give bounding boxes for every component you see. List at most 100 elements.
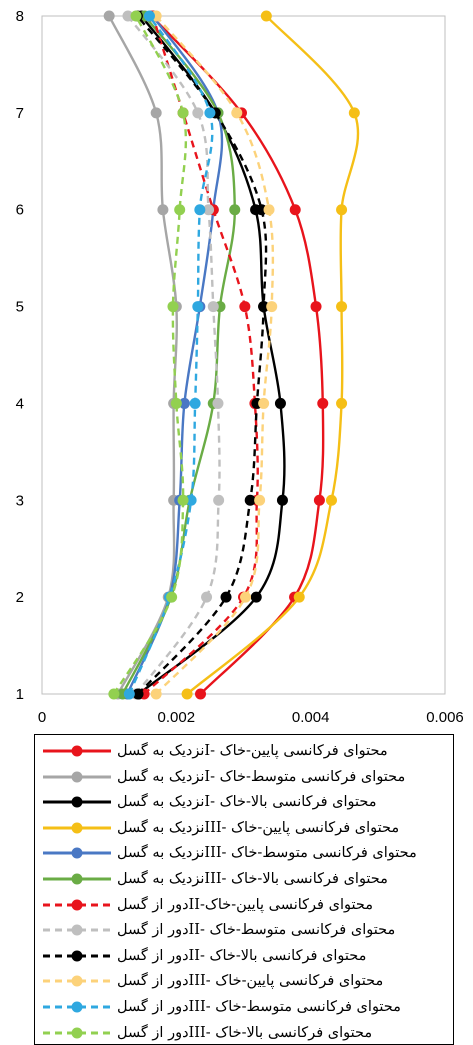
- y-tick-label: 8: [16, 8, 24, 25]
- x-tick-label: 0.006: [426, 709, 464, 726]
- legend-label: محتوای فرکانسی بالا-خاک -Iنزدیک به گسل: [117, 794, 377, 811]
- x-tick-label: 0: [38, 709, 46, 726]
- data-point: [348, 107, 360, 119]
- series-lines: [103, 10, 360, 700]
- legend-item: محتوای فرکانسی پایین-خاک -IIIدور از گسل: [41, 969, 449, 993]
- legend-swatch: [43, 924, 111, 936]
- data-point: [177, 494, 189, 506]
- data-point: [310, 301, 322, 313]
- legend-swatch: [43, 822, 111, 834]
- tick-labels: 0 0.002 0.004 0.006 1 2 3 4 5 6 7 8: [16, 8, 464, 726]
- legend-label: محتوای فرکانسی پایین-خاک -IIIدور از گسل: [117, 973, 384, 990]
- data-point: [276, 494, 288, 506]
- legend-label: محتوای فرکانسی متوسط-خاک -Iنزدیک به گسل: [117, 768, 406, 785]
- data-point: [150, 107, 162, 119]
- data-point: [229, 204, 241, 216]
- legend-item: محتوای فرکانسی بالا-خاک -IIIنزدیک به گسل: [41, 867, 449, 891]
- legend-item: محتوای فرکانسی متوسط-خاک -IIIنزدیک به گس…: [41, 841, 449, 865]
- data-point: [250, 591, 262, 603]
- series-4: [181, 10, 360, 700]
- series-12: [108, 10, 189, 700]
- data-point: [239, 301, 251, 313]
- data-point: [177, 107, 189, 119]
- data-point: [108, 688, 120, 700]
- legend-item: محتوای فرکانسی بالا-خاک -Iنزدیک به گسل: [41, 790, 449, 814]
- legend-swatch: [43, 796, 111, 808]
- data-point: [143, 10, 155, 22]
- legend-swatch: [43, 771, 111, 783]
- legend-label: محتوای فرکانسی بالا-خاک -IIIدور از گسل: [117, 1024, 373, 1041]
- profile-chart: 0 0.002 0.004 0.006 1 2 3 4 5 6 7 8: [16, 8, 464, 726]
- legend-swatch: [43, 873, 111, 885]
- data-point: [317, 397, 329, 409]
- legend-swatch: [43, 745, 111, 757]
- data-point: [178, 397, 190, 409]
- legend-item: محتوای فرکانسی پایین-خاک -Iنزدیک به گسل: [41, 739, 449, 763]
- data-point: [220, 591, 232, 603]
- data-point: [266, 301, 278, 313]
- legend-label: محتوای فرکانسی متوسط-خاک -IIIنزدیک به گس…: [117, 845, 417, 862]
- data-point: [181, 688, 193, 700]
- data-point: [192, 301, 204, 313]
- data-point: [166, 591, 178, 603]
- data-point: [207, 301, 219, 313]
- data-point: [150, 688, 162, 700]
- data-point: [130, 10, 142, 22]
- legend-swatch: [43, 1001, 111, 1013]
- y-tick-label: 1: [16, 686, 24, 703]
- data-point: [254, 494, 266, 506]
- legend-swatch: [43, 1027, 111, 1039]
- data-point: [213, 494, 225, 506]
- data-point: [132, 688, 144, 700]
- y-tick-label: 7: [16, 105, 24, 122]
- data-point: [325, 494, 337, 506]
- legend-label: محتوای فرکانسی متوسط-خاک -IIIدور از گسل: [117, 999, 401, 1015]
- x-tick-label: 0.004: [292, 709, 330, 726]
- data-point: [244, 494, 256, 506]
- data-point: [212, 397, 224, 409]
- data-point: [240, 591, 252, 603]
- data-point: [336, 397, 348, 409]
- y-tick-label: 4: [16, 395, 24, 412]
- legend-item: محتوای فرکانسی پایین-خاک -IIIنزدیک به گس…: [41, 816, 449, 840]
- data-point: [258, 397, 270, 409]
- data-point: [231, 107, 243, 119]
- legend-label: محتوای فرکانسی بالا-خاک -IIدور از گسل: [117, 947, 367, 964]
- legend-item: محتوای فرکانسی متوسط-خاک -IIدور از گسل: [41, 918, 449, 942]
- data-point: [157, 204, 169, 216]
- data-point: [258, 301, 270, 313]
- data-point: [274, 397, 286, 409]
- legend-label: محتوای فرکانسی پایین-خاک -IIIنزدیک به گس…: [117, 819, 400, 836]
- data-point: [201, 591, 213, 603]
- data-point: [192, 107, 204, 119]
- data-point: [336, 301, 348, 313]
- data-point: [260, 10, 272, 22]
- data-point: [123, 688, 135, 700]
- data-point: [103, 10, 115, 22]
- data-point: [336, 204, 348, 216]
- y-tick-label: 3: [16, 492, 24, 509]
- data-point: [195, 688, 207, 700]
- legend-swatch: [43, 899, 111, 911]
- legend-label: محتوای فرکانسی متوسط-خاک -IIدور از گسل: [117, 922, 396, 939]
- data-point: [185, 494, 197, 506]
- data-point: [293, 591, 305, 603]
- data-point: [174, 204, 186, 216]
- data-point: [204, 107, 216, 119]
- legend-label: محتوای فرکانسی پایین-خاک-IIدور از گسل: [117, 896, 373, 913]
- legend-swatch: [43, 847, 111, 859]
- data-point: [194, 204, 206, 216]
- data-point: [313, 494, 325, 506]
- y-tick-label: 6: [16, 202, 24, 219]
- data-point: [170, 397, 182, 409]
- legend-label: محتوای فرکانسی پایین-خاک -Iنزدیک به گسل: [117, 743, 388, 759]
- data-point: [189, 397, 201, 409]
- data-point: [167, 301, 179, 313]
- legend-label: محتوای فرکانسی بالا-خاک -IIIنزدیک به گسل: [117, 871, 388, 887]
- legend-swatch: [43, 975, 111, 987]
- legend-swatch: [43, 950, 111, 962]
- series-10: [150, 10, 278, 700]
- data-point: [203, 204, 215, 216]
- legend-item: محتوای فرکانسی بالا-خاک -IIدور از گسل: [41, 944, 449, 968]
- legend-item: محتوای فرکانسی متوسط-خاک -IIIدور از گسل: [41, 995, 449, 1019]
